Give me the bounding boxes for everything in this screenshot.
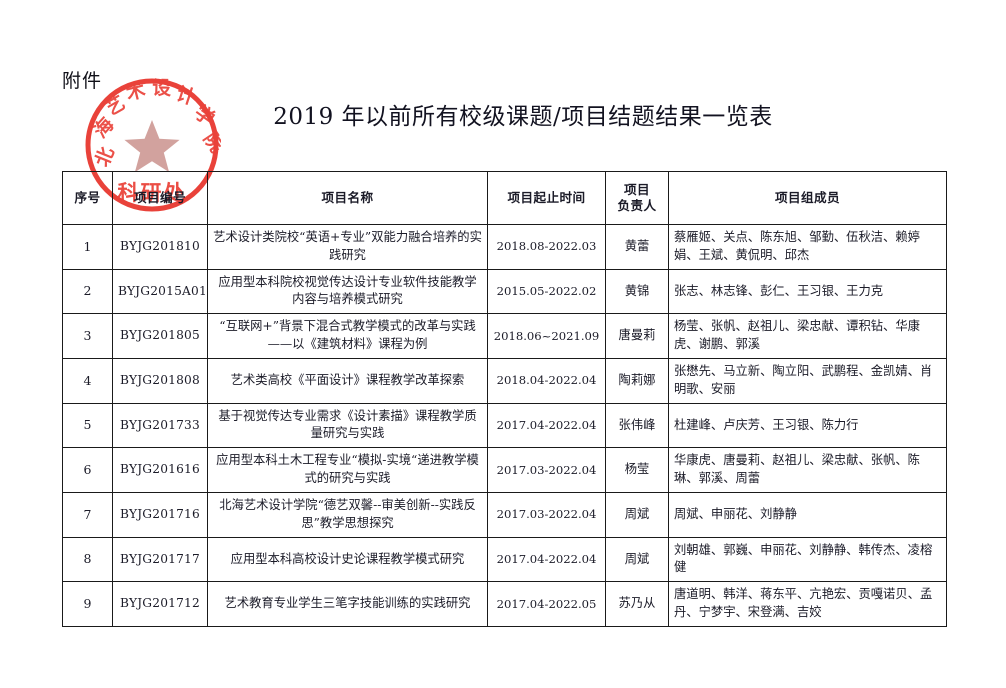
header-leader-line2: 负责人 [617, 198, 657, 213]
cell-project-leader: 周斌 [605, 491, 669, 538]
cell-project-leader: 唐曼莉 [605, 313, 669, 359]
project-results-table: 序号 项目编号 项目名称 项目起止时间 项目 负责人 项目组成员 1 BYJG20… [62, 171, 947, 627]
cell-project-code: BYJG201805 [112, 313, 208, 359]
cell-project-date: 2015.05-2022.02 [487, 268, 606, 315]
table-body: 1 BYJG201810 艺术设计类院校“英语+专业”双能力融合培养的实践研究 201… [62, 224, 947, 627]
cell-project-code: BYJG201808 [112, 357, 208, 404]
cell-seq: 1 [62, 224, 113, 270]
cell-project-code: BYJG201717 [112, 536, 208, 583]
cell-project-leader: 黄蕾 [605, 224, 669, 270]
cell-seq: 6 [62, 447, 113, 493]
cell-project-code: BYJG201716 [112, 491, 208, 538]
cell-project-code: BYJG201733 [112, 402, 208, 449]
table-header-row: 序号 项目编号 项目名称 项目起止时间 项目 负责人 项目组成员 [62, 171, 947, 225]
cell-project-leader: 周斌 [605, 536, 669, 583]
cell-project-date: 2017.04-2022.04 [487, 536, 606, 583]
cell-project-members: 华康虎、唐曼莉、赵祖儿、梁忠献、张帆、陈琳、郭溪、周蕾 [668, 447, 947, 493]
cell-project-name: “互联网+”背景下混合式教学模式的改革与实践——以《建筑材料》课程为例 [207, 313, 488, 359]
cell-project-code: BYJG201810 [112, 224, 208, 270]
cell-project-leader: 杨莹 [605, 447, 669, 493]
cell-project-name: 艺术设计类院校“英语+专业”双能力融合培养的实践研究 [207, 224, 488, 270]
attachment-label: 附件 [62, 70, 103, 92]
cell-project-members: 周斌、申丽花、刘静静 [668, 491, 947, 538]
cell-project-name: 应用型本科土木工程专业“模拟-实境“递进教学模式的研究与实践 [207, 447, 488, 493]
cell-project-date: 2017.04-2022.04 [487, 402, 606, 449]
cell-project-members: 张懋先、马立新、陶立阳、武鹏程、金凯婧、肖明歌、安丽 [668, 357, 947, 404]
svg-text:院: 院 [199, 128, 221, 157]
cell-project-members: 杨莹、张帆、赵祖儿、梁忠献、谭积钻、华康虎、谢鹏、郭溪 [668, 313, 947, 359]
cell-seq: 3 [62, 313, 113, 359]
cell-project-leader: 黄锦 [605, 268, 669, 315]
page-title: 2019 年以前所有校级课题/项目结题结果一览表 [273, 104, 773, 130]
cell-project-name: 应用型本科高校设计史论课程教学模式研究 [207, 536, 488, 583]
cell-project-code: BYJG201712 [112, 581, 208, 627]
cell-project-date: 2018.08-2022.03 [487, 224, 606, 270]
svg-text:术: 术 [124, 79, 148, 105]
cell-project-members: 张志、林志锋、彭仁、王习银、王力克 [668, 268, 947, 315]
header-project-code: 项目编号 [112, 171, 208, 225]
cell-project-members: 蔡雁姬、关点、陈东旭、邹勤、伍秋洁、赖婷娟、王斌、黄侃明、邱杰 [668, 224, 947, 270]
cell-project-code: BYJG201616 [112, 447, 208, 493]
cell-project-members: 唐道明、韩洋、蒋东平、亢艳宏、贡嘎诺贝、孟丹、宁梦宇、宋登满、吉姣 [668, 581, 947, 627]
cell-project-leader: 张伟峰 [605, 402, 669, 449]
cell-seq: 7 [62, 491, 113, 538]
svg-text:设: 设 [152, 77, 172, 100]
cell-seq: 2 [62, 268, 113, 315]
cell-project-name: 北海艺术设计学院“德艺双馨--审美创新--实践反思”教学思想探究 [207, 491, 488, 538]
cell-project-date: 2017.03-2022.04 [487, 447, 606, 493]
table-row: 1 BYJG201810 艺术设计类院校“英语+专业”双能力融合培养的实践研究 201… [62, 224, 947, 270]
table-row: 8 BYJG201717 应用型本科高校设计史论课程教学模式研究 2017.04-20… [62, 536, 947, 583]
cell-seq: 9 [62, 581, 113, 627]
table-row: 3 BYJG201805 “互联网+”背景下混合式教学模式的改革与实践——以《建筑材… [62, 313, 947, 359]
cell-project-date: 2017.04-2022.05 [487, 581, 606, 627]
cell-project-leader: 苏乃从 [605, 581, 669, 627]
header-project-members: 项目组成员 [668, 171, 947, 225]
cell-project-name: 基于视觉传达专业需求《设计素描》课程教学质量研究与实践 [207, 402, 488, 449]
table-row: 7 BYJG201716 北海艺术设计学院“德艺双馨--审美创新--实践反思”教学思… [62, 491, 947, 538]
svg-text:北: 北 [91, 144, 119, 170]
cell-project-code: BYJG2015A01 [112, 268, 208, 315]
cell-seq: 5 [62, 402, 113, 449]
table-row: 9 BYJG201712 艺术教育专业学生三笔字技能训练的实践研究 2017.04-2… [62, 581, 947, 627]
header-project-leader: 项目 负责人 [605, 171, 669, 225]
table-row: 4 BYJG201808 艺术类高校《平面设计》课程教学改革探索 2018.04-20… [62, 357, 947, 404]
cell-project-leader: 陶莉娜 [605, 357, 669, 404]
table-row: 6 BYJG201616 应用型本科土木工程专业“模拟-实境“递进教学模式的研究与实… [62, 447, 947, 493]
header-seq: 序号 [62, 171, 113, 225]
cell-project-members: 刘朝雄、郭巍、申丽花、刘静静、韩传杰、凌榕健 [668, 536, 947, 583]
table-row: 2 BYJG2015A01 应用型本科院校视觉传达设计专业软件技能教学内容与培养模式… [62, 268, 947, 315]
cell-project-date: 2018.04-2022.04 [487, 357, 606, 404]
cell-project-date: 2017.03-2022.04 [487, 491, 606, 538]
cell-seq: 8 [62, 536, 113, 583]
cell-project-name: 艺术类高校《平面设计》课程教学改革探索 [207, 357, 488, 404]
header-project-date: 项目起止时间 [487, 171, 606, 225]
cell-project-name: 应用型本科院校视觉传达设计专业软件技能教学内容与培养模式研究 [207, 268, 488, 315]
table-row: 5 BYJG201733 基于视觉传达专业需求《设计素描》课程教学质量研究与实践 20… [62, 402, 947, 449]
header-leader-line1: 项目 [624, 182, 650, 198]
cell-project-members: 杜建峰、卢庆芳、王习银、陈力行 [668, 402, 947, 449]
cell-project-name: 艺术教育专业学生三笔字技能训练的实践研究 [207, 581, 488, 627]
cell-seq: 4 [62, 357, 113, 404]
header-project-name: 项目名称 [207, 171, 488, 225]
cell-project-date: 2018.06~2021.09 [487, 313, 606, 359]
